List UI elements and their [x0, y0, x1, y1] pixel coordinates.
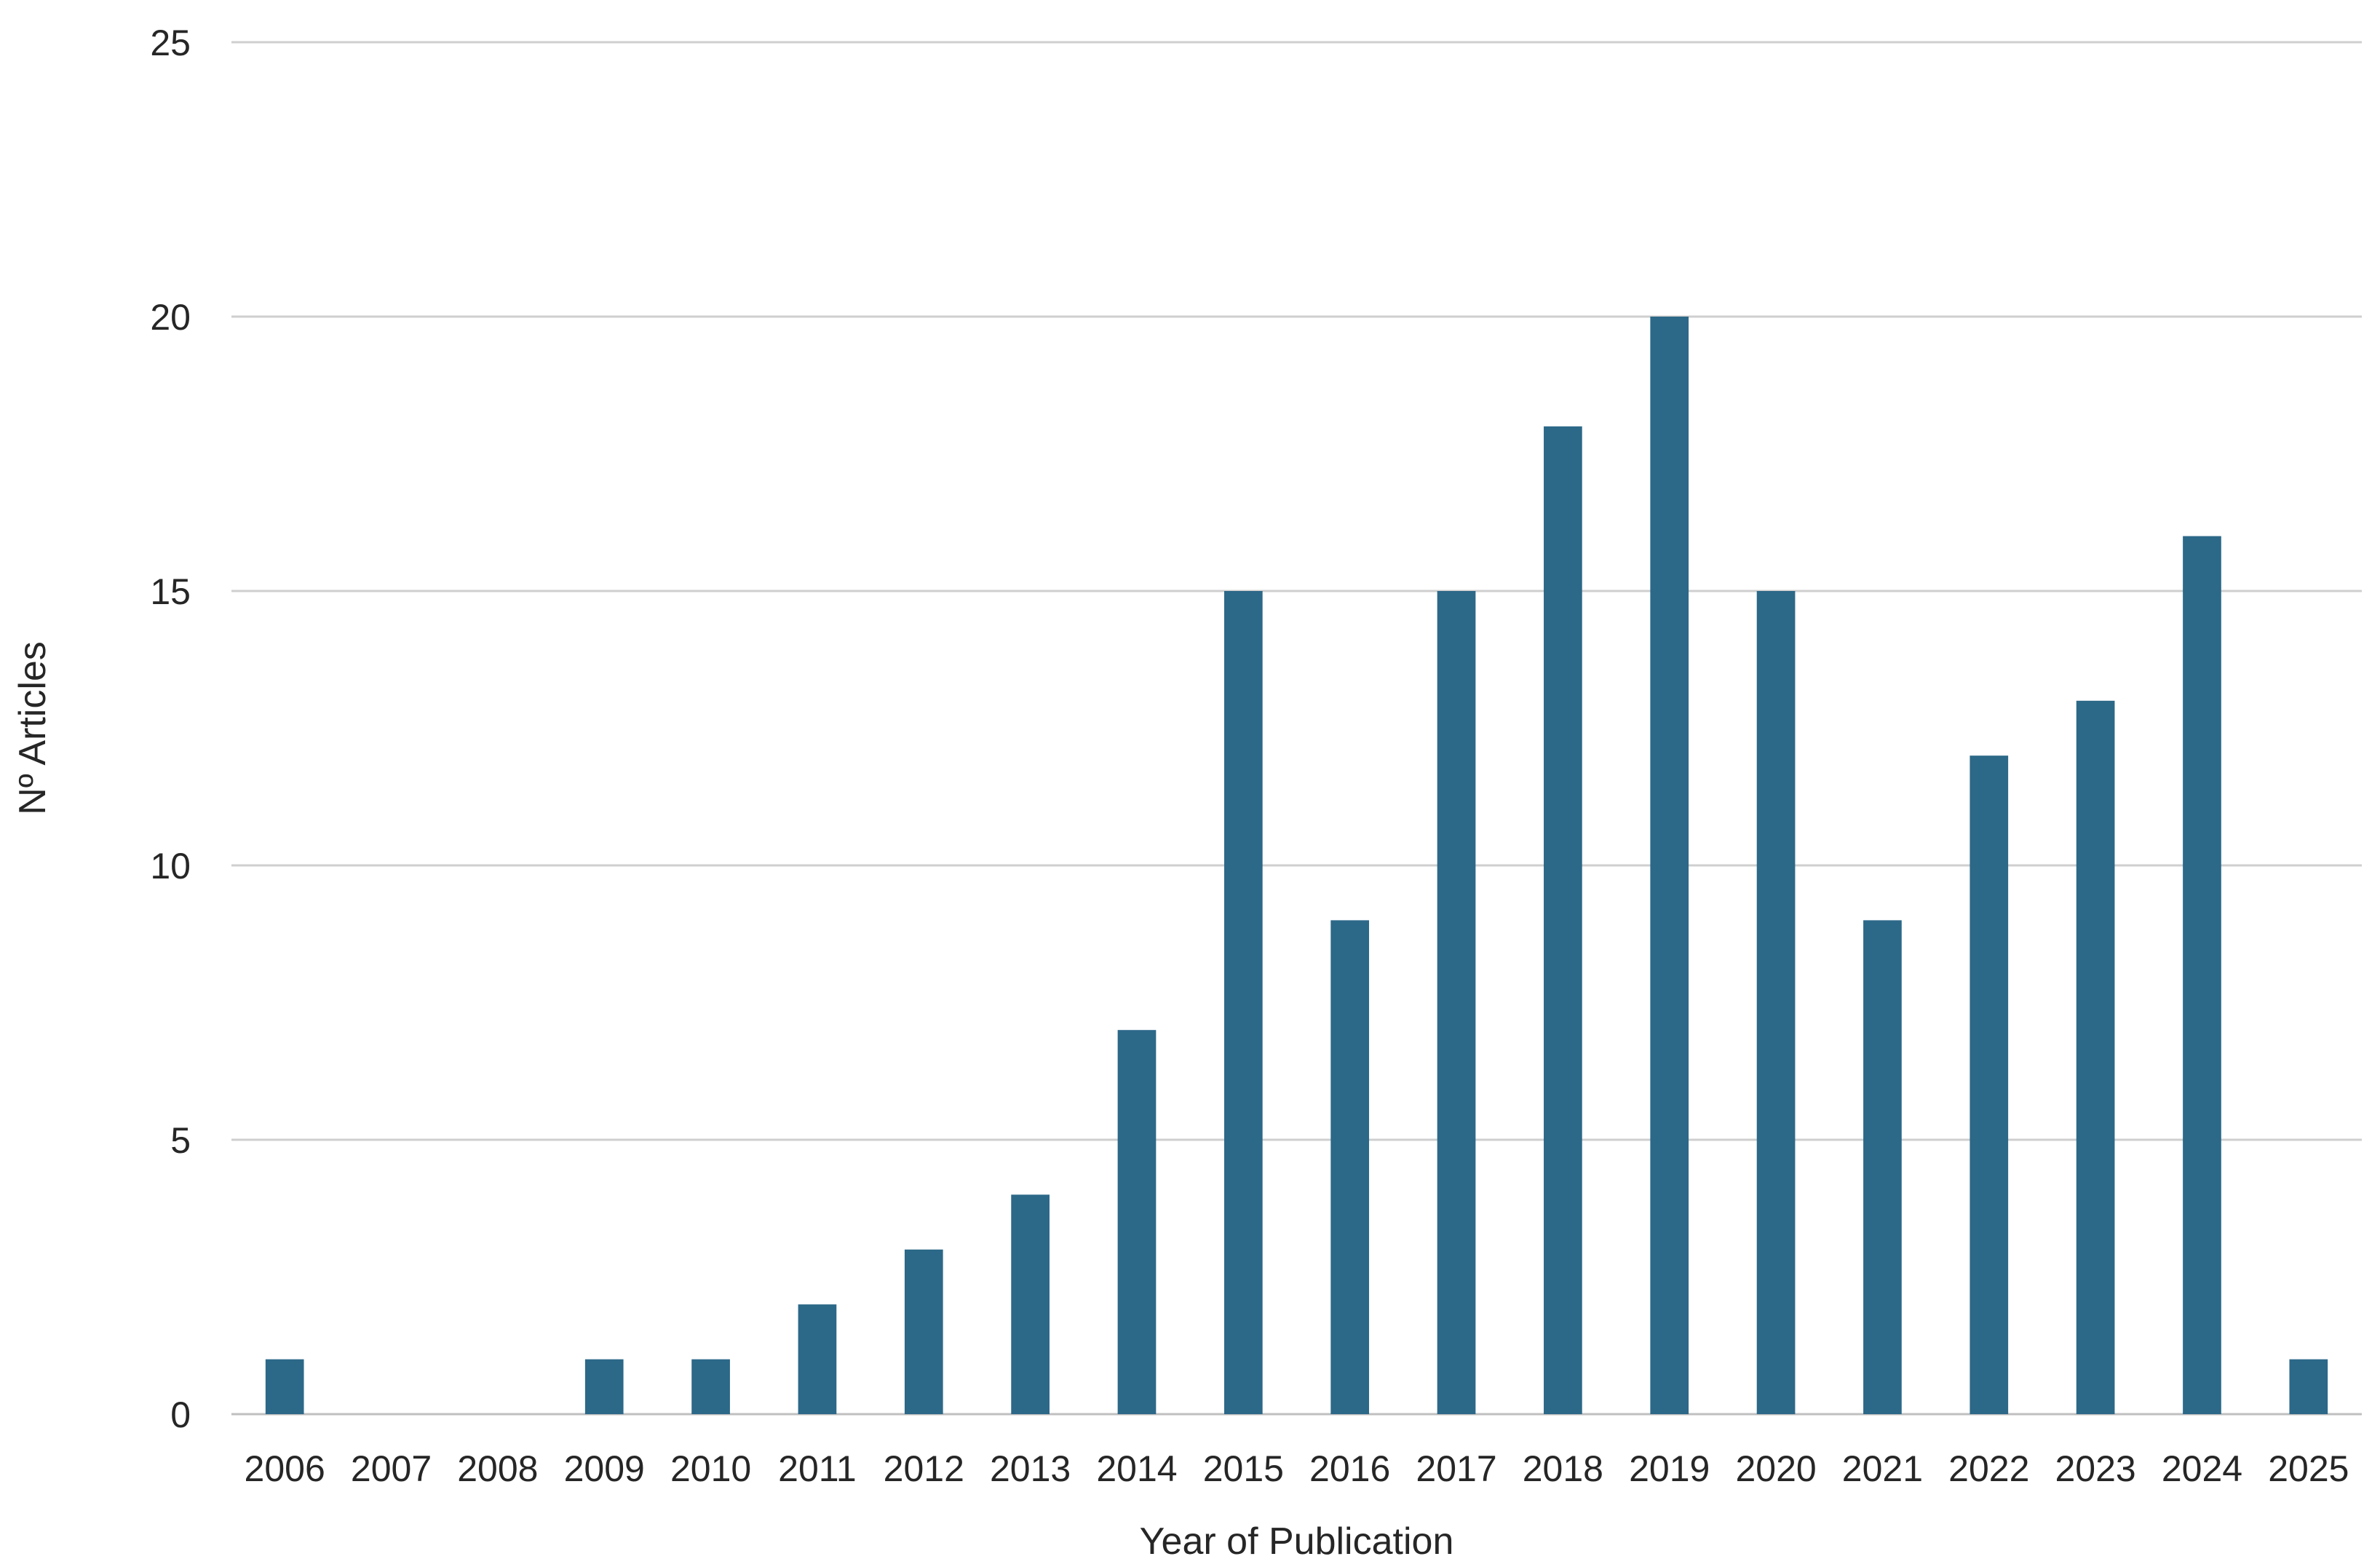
y-tick-label: 25: [150, 23, 191, 63]
x-tick-label: 2013: [990, 1448, 1071, 1489]
x-tick-label: 2022: [1948, 1448, 2029, 1489]
y-axis-title: Nº Articles: [12, 641, 54, 815]
bar-2009: [584, 1359, 624, 1414]
bar-2010: [691, 1359, 730, 1414]
x-tick-label: 2012: [884, 1448, 964, 1489]
x-tick-label: 2024: [2162, 1448, 2242, 1489]
bar-2019: [1650, 317, 1689, 1414]
x-tick-label: 2021: [1842, 1448, 1923, 1489]
bar-2020: [1756, 591, 1796, 1414]
bar-2015: [1223, 591, 1263, 1414]
x-tick-label: 2015: [1203, 1448, 1284, 1489]
y-tick-label: 10: [150, 846, 191, 886]
x-tick-label: 2007: [351, 1448, 432, 1489]
bar-2025: [2289, 1359, 2328, 1414]
bar-2016: [1330, 920, 1370, 1414]
x-tick-label: 2017: [1416, 1448, 1496, 1489]
bar-2018: [1544, 426, 1582, 1414]
bar-2024: [2183, 536, 2221, 1414]
x-tick-label: 2016: [1309, 1448, 1390, 1489]
bar-2017: [1437, 591, 1476, 1414]
y-tick-label: 20: [150, 297, 191, 338]
bar-2011: [798, 1304, 837, 1414]
bar-2012: [904, 1249, 943, 1414]
bar-2023: [2076, 700, 2115, 1414]
x-axis-title: Year of Publication: [1140, 1520, 1454, 1563]
bar-2013: [1011, 1194, 1050, 1414]
x-tick-label: 2009: [564, 1448, 645, 1489]
x-tick-label: 2023: [2055, 1448, 2136, 1489]
gridlines: [231, 41, 2362, 1416]
x-tick-label: 2019: [1629, 1448, 1710, 1489]
x-tick-label: 2014: [1096, 1448, 1177, 1489]
bar-2022: [1970, 755, 2009, 1414]
bar-2021: [1863, 920, 1902, 1414]
x-tick-label: 2025: [2268, 1448, 2349, 1489]
y-tick-label: 5: [170, 1120, 191, 1161]
y-tick-label: 0: [170, 1395, 191, 1435]
x-tick-label: 2008: [457, 1448, 538, 1489]
x-tick-label: 2011: [778, 1448, 857, 1489]
x-tick-label: 2010: [670, 1448, 751, 1489]
x-tick-label: 2018: [1523, 1448, 1603, 1489]
x-tick-label: 2006: [245, 1448, 325, 1489]
y-tick-label: 15: [150, 571, 191, 612]
y-axis-ticks: 0 5 10 15 20 25: [150, 23, 191, 1435]
x-axis-ticks: 2006 2007 2008 2009 2010 2011 2012 2013 2014 2015…: [245, 1448, 2349, 1489]
x-tick-label: 2020: [1735, 1448, 1816, 1489]
bar-2014: [1117, 1030, 1157, 1414]
bar-2006: [265, 1359, 304, 1414]
bars: [265, 317, 2328, 1414]
